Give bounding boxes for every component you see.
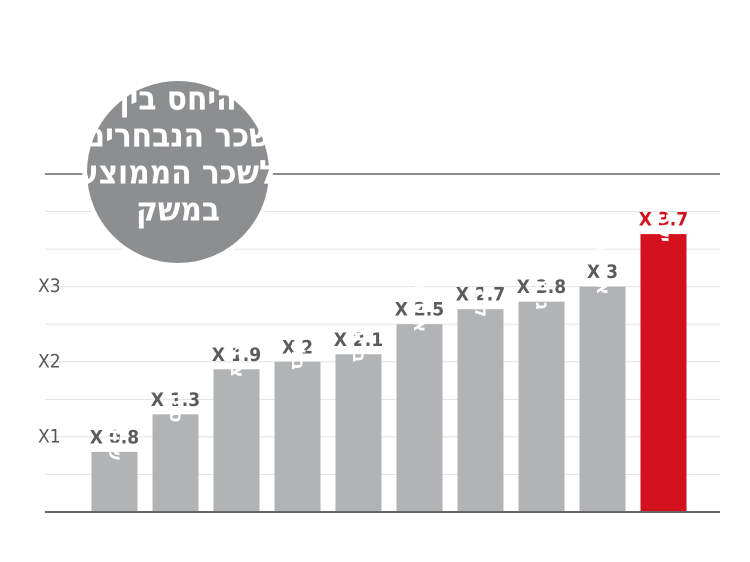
category-label: ארה"ב [592, 241, 614, 295]
category-label: בריטניה [348, 300, 370, 362]
bar [335, 354, 382, 512]
category-label: קנדה [470, 275, 492, 317]
bar [213, 369, 260, 512]
value-label: X 2.1 [334, 329, 383, 351]
value-label: X 2 [282, 336, 313, 358]
bar [457, 309, 504, 512]
bar [396, 324, 443, 512]
value-label: X 3.7 [639, 209, 688, 231]
value-label: X 2.5 [395, 299, 444, 321]
bar [518, 301, 565, 512]
category-label: ישראל [653, 191, 675, 242]
bar [274, 361, 321, 512]
bar [579, 286, 626, 512]
category-label: ספרד [165, 379, 187, 422]
value-label: X 1.3 [151, 389, 200, 411]
title-line: לשכר הממוצע [79, 153, 277, 192]
value-label: X 1.9 [212, 344, 261, 366]
value-label: X 2.7 [456, 284, 505, 306]
y-tick-label: X1 [38, 425, 61, 447]
y-tick-label: X3 [38, 275, 61, 297]
value-label: X 3 [587, 261, 618, 283]
value-label: X 0.8 [90, 426, 139, 448]
title-circle [83, 77, 273, 267]
category-label: שוודיה [104, 408, 126, 460]
bar [640, 234, 687, 513]
y-tick-label: X2 [38, 350, 61, 372]
title-line: היחס בין [119, 79, 236, 118]
bar [91, 451, 138, 512]
title-line: שכר הנבחרים [84, 116, 272, 155]
category-label: אוסטרליה [409, 253, 431, 332]
title-line: במשק [136, 190, 220, 229]
value-label: X 2.8 [517, 276, 566, 298]
category-label: צרפת [226, 333, 248, 377]
category-label: גרמניה [531, 255, 553, 310]
bar [152, 414, 199, 512]
category-label: בלגיה [287, 325, 309, 370]
